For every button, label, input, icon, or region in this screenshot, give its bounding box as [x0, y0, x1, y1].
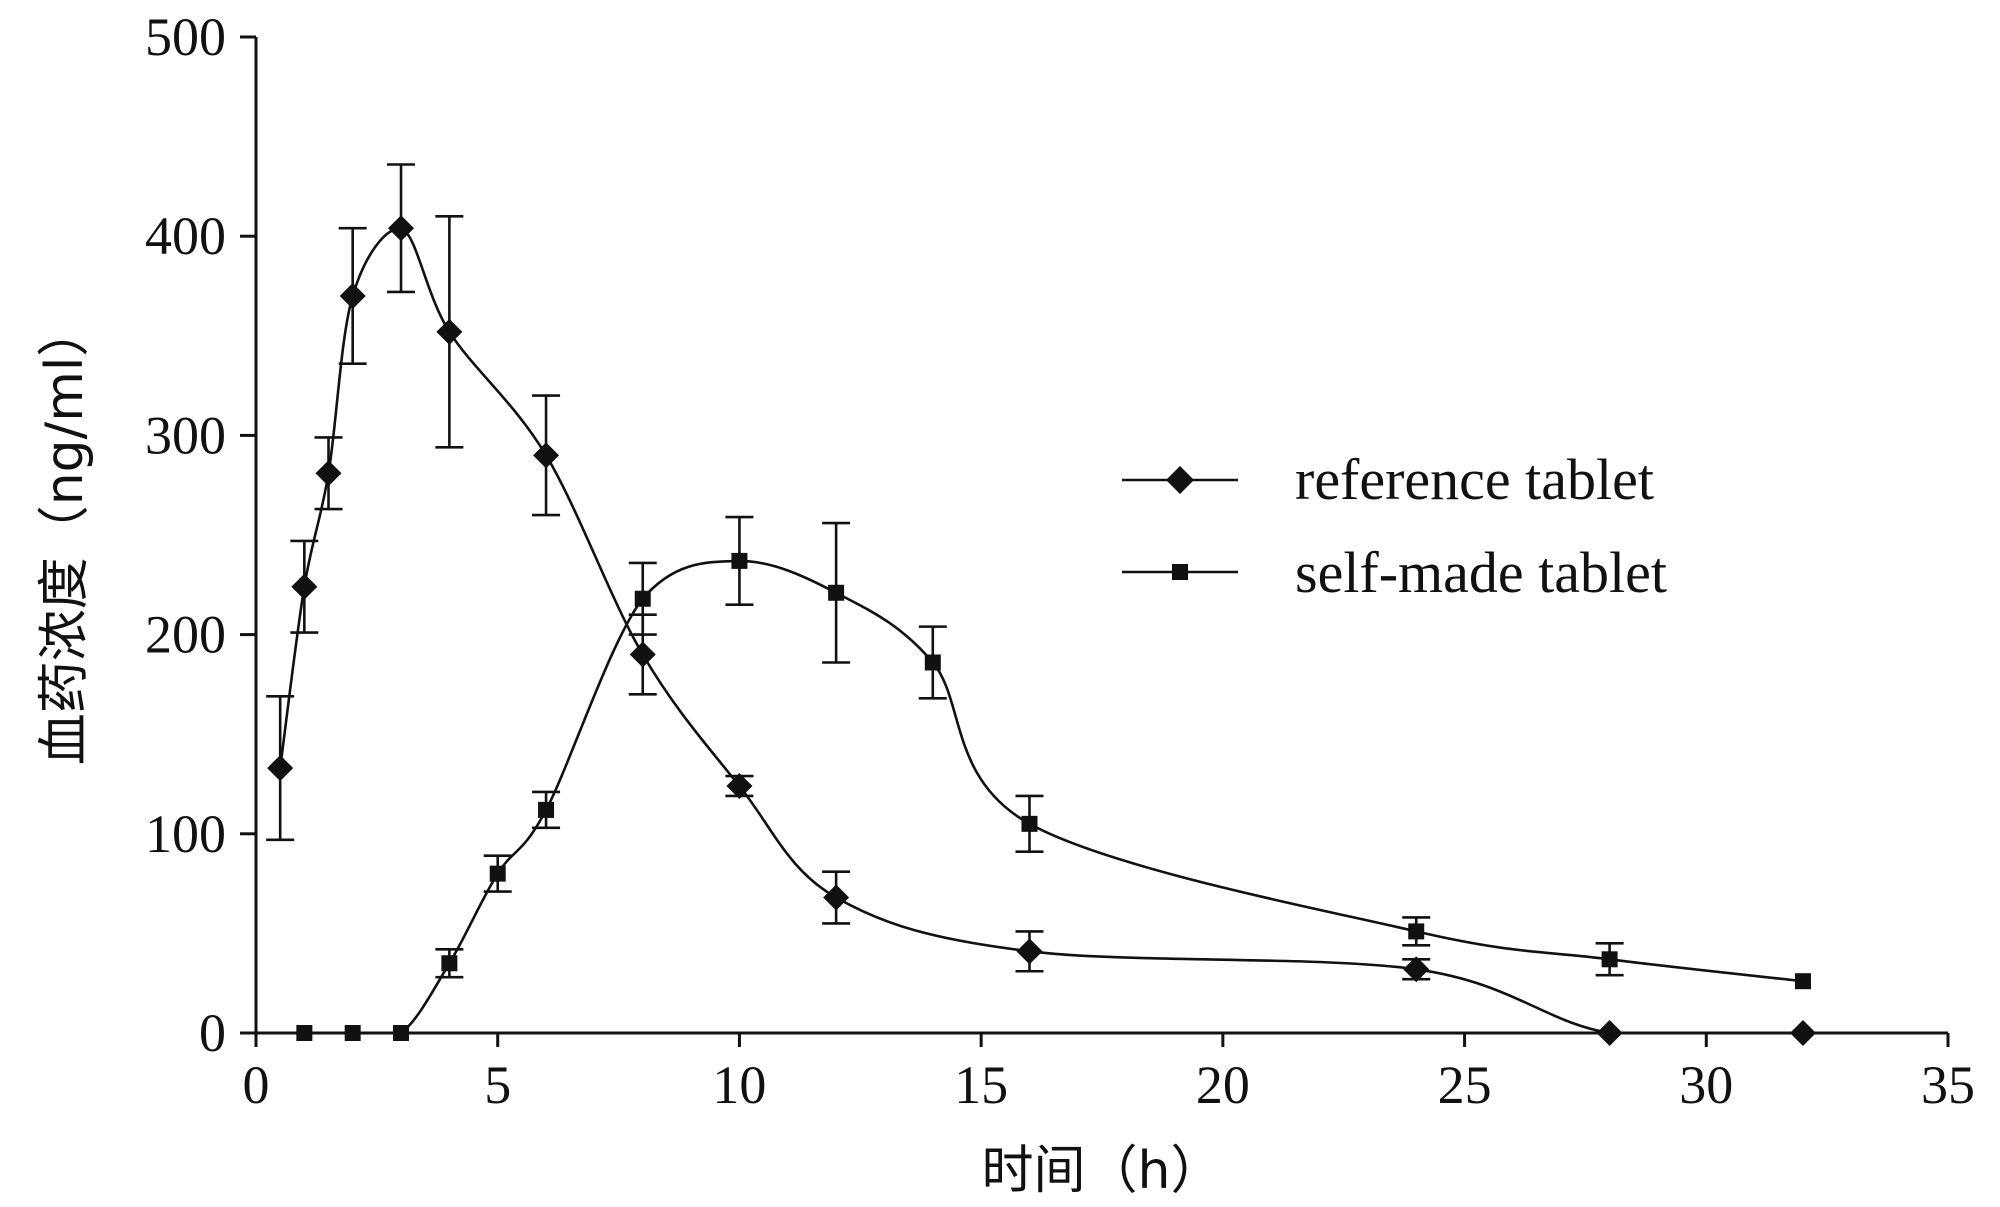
legend-item-self-made: self-made tablet — [1122, 540, 1667, 605]
data-point — [924, 654, 941, 671]
data-point — [538, 801, 555, 818]
data-point — [441, 955, 458, 972]
x-tick-label: 35 — [1921, 1055, 1975, 1115]
y-ticks: 0 100 200 300 400 500 — [145, 7, 256, 1063]
data-point — [1021, 815, 1038, 832]
legend-label-reference: reference tablet — [1295, 447, 1654, 512]
data-point — [1408, 923, 1425, 940]
data-point — [315, 460, 342, 487]
x-tick-label: 0 — [243, 1055, 270, 1115]
data-point — [533, 442, 560, 469]
series-layer — [266, 163, 1816, 1046]
data-point — [344, 1025, 361, 1041]
y-tick-label: 200 — [145, 605, 226, 665]
x-tick-label: 10 — [712, 1055, 766, 1115]
data-point — [1789, 1020, 1816, 1046]
data-point — [388, 215, 415, 242]
y-tick-label: 300 — [145, 405, 226, 465]
series-reference — [266, 163, 1816, 1046]
x-axis-title: 时间（h） — [982, 1141, 1223, 1201]
data-point — [1403, 956, 1430, 983]
data-point — [489, 865, 506, 882]
series-self-made — [296, 515, 1811, 1041]
data-point — [1794, 973, 1811, 990]
data-point — [629, 641, 656, 668]
legend-item-reference: reference tablet — [1122, 447, 1654, 512]
data-point — [436, 318, 463, 345]
y-axis-title: 血药浓度（ng/ml） — [35, 305, 95, 766]
y-tick-label: 0 — [199, 1003, 226, 1063]
data-point — [828, 584, 845, 601]
x-tick-label: 25 — [1438, 1055, 1492, 1115]
legend: reference tablet self-made tablet — [1122, 447, 1667, 605]
data-point — [296, 1025, 313, 1041]
legend-marker-self-made — [1172, 564, 1188, 580]
data-point — [267, 755, 294, 782]
data-point — [1596, 1020, 1623, 1046]
x-tick-label: 15 — [954, 1055, 1008, 1115]
x-tick-label: 30 — [1679, 1055, 1733, 1115]
x-tick-label: 5 — [484, 1055, 511, 1115]
data-point — [634, 590, 651, 607]
x-ticks: 0 5 10 15 20 25 30 35 — [243, 1033, 1975, 1115]
data-point — [1016, 938, 1043, 965]
legend-label-self-made: self-made tablet — [1295, 540, 1667, 605]
y-tick-label: 100 — [145, 804, 226, 864]
data-point — [823, 884, 850, 911]
data-point — [726, 772, 753, 799]
data-point — [291, 573, 318, 600]
data-point — [1601, 951, 1618, 968]
y-tick-label: 500 — [145, 7, 226, 67]
data-point — [339, 282, 366, 309]
x-tick-label: 20 — [1196, 1055, 1250, 1115]
y-tick-label: 400 — [145, 206, 226, 266]
data-point — [393, 1025, 410, 1041]
legend-marker-reference — [1166, 466, 1194, 494]
axes — [254, 37, 1948, 1035]
series-line — [304, 559, 1804, 1035]
series-line — [278, 226, 1803, 1035]
data-point — [731, 552, 748, 569]
